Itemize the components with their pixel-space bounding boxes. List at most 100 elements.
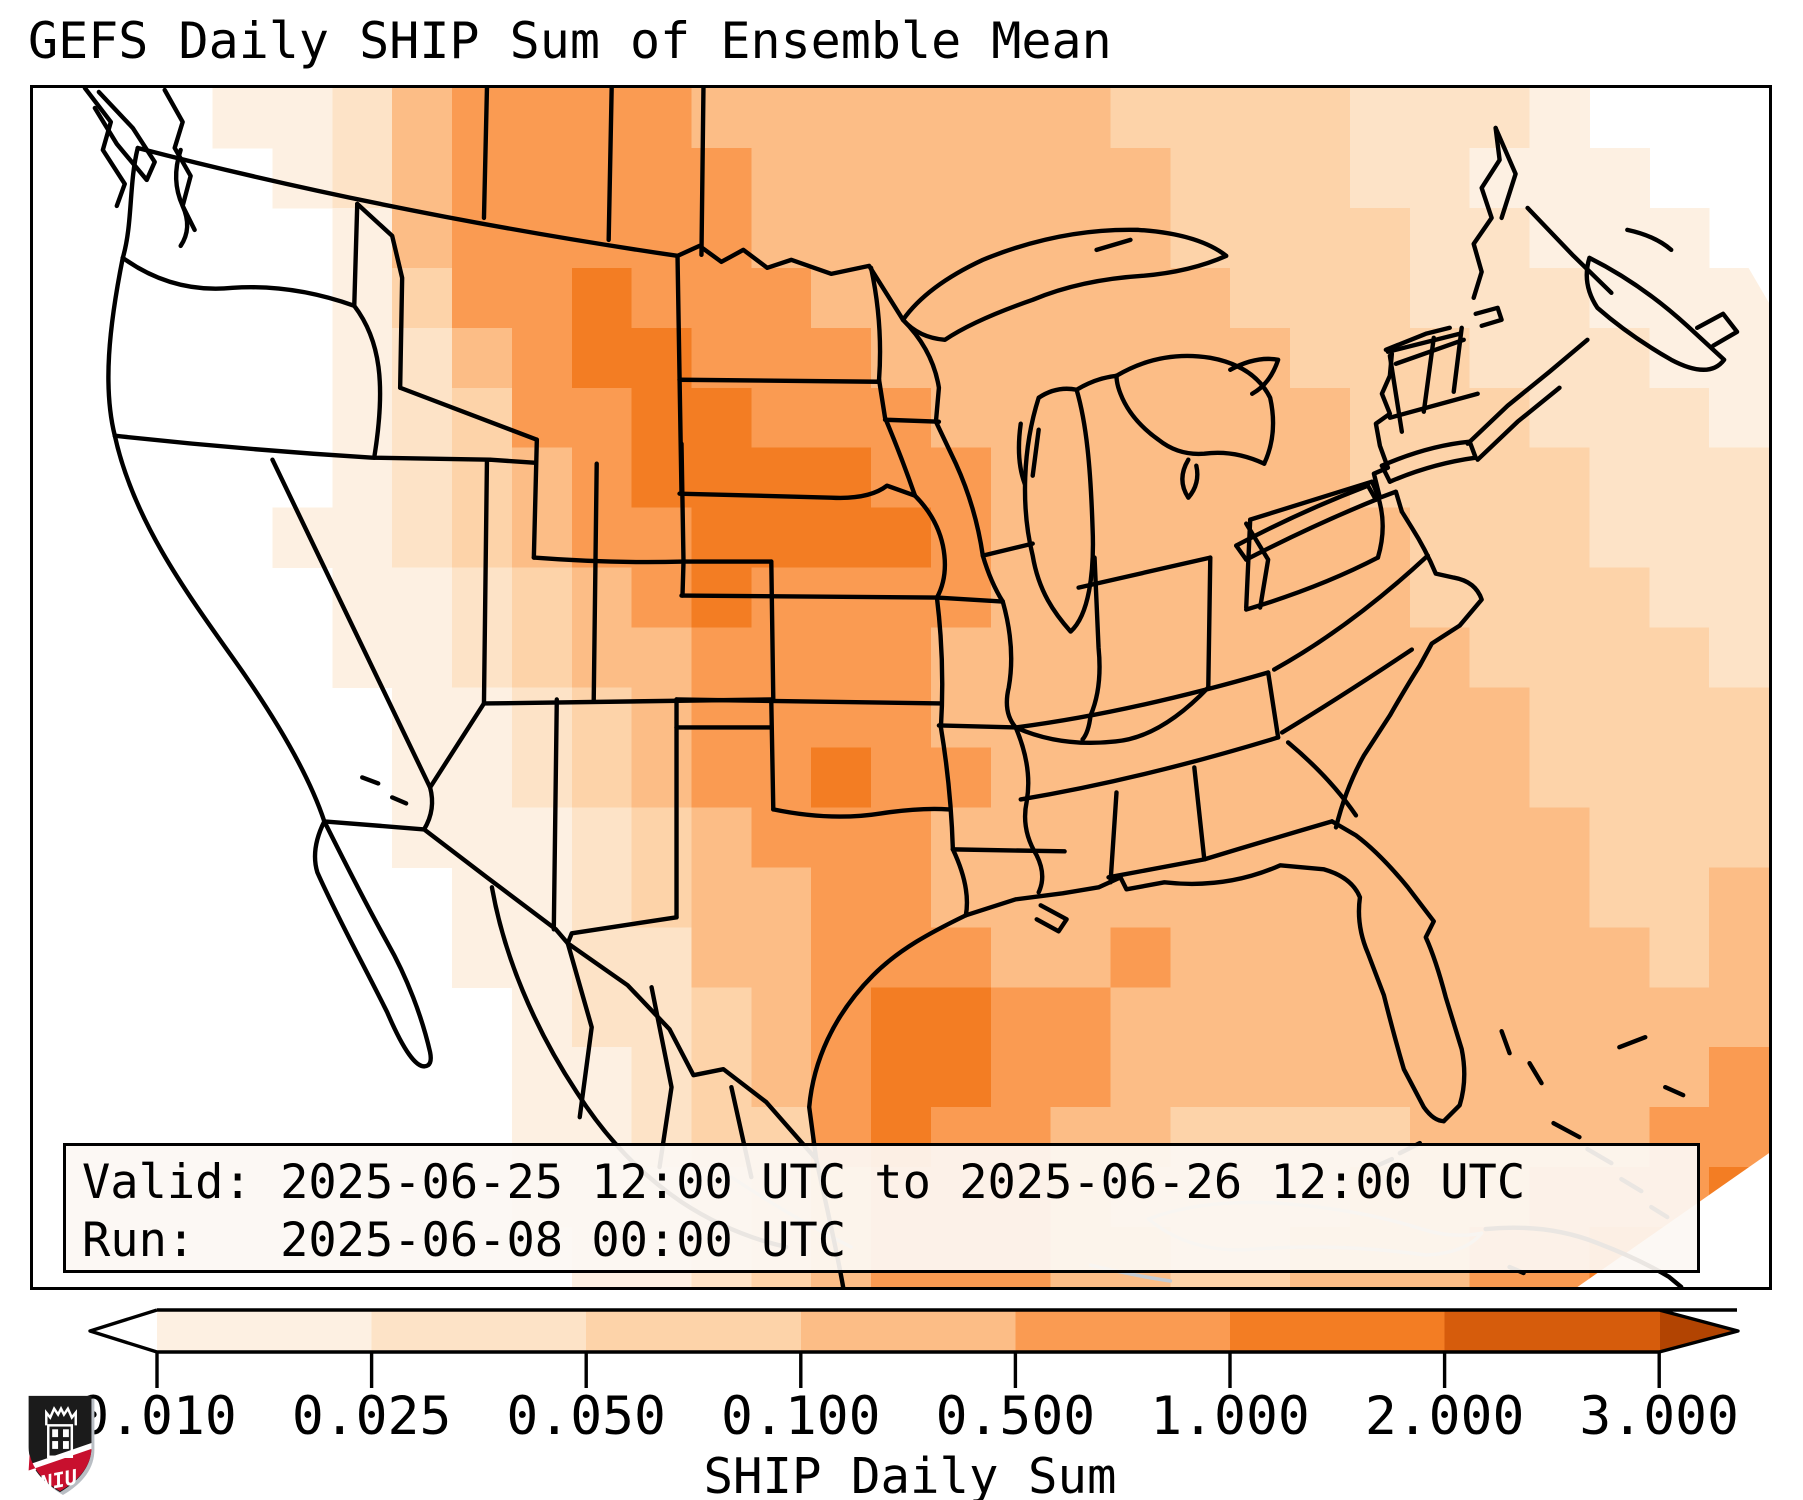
heatmap-cell <box>571 927 633 988</box>
heatmap-cell <box>1050 147 1112 209</box>
heatmap-cell <box>751 147 812 209</box>
heatmap-cell <box>1349 207 1411 269</box>
map-boundary-line <box>173 147 190 249</box>
map-boundary-line <box>934 595 1005 604</box>
heatmap-cell <box>1290 987 1351 1048</box>
heatmap-cell <box>1469 327 1531 389</box>
heatmap-cell <box>1349 88 1411 149</box>
map-boundary-line <box>1369 479 1385 560</box>
map-boundary-line <box>481 457 490 706</box>
heatmap-cell <box>811 687 872 749</box>
heatmap-cell <box>811 507 872 569</box>
map-boundary-line <box>135 145 906 323</box>
heatmap-cell <box>930 987 992 1048</box>
heatmap-cell <box>1589 687 1650 749</box>
heatmap-cell <box>1709 927 1769 988</box>
heatmap-cell <box>1230 88 1291 149</box>
heatmap-cell <box>1589 1047 1650 1108</box>
colorbar-segment <box>1015 1310 1231 1352</box>
map-boundary-line <box>360 775 381 786</box>
heatmap-cell <box>1290 147 1351 209</box>
map-boundary-line <box>112 433 327 824</box>
heatmap-cell <box>571 567 633 629</box>
heatmap-cell <box>1649 567 1710 629</box>
heatmap-cell <box>1050 747 1112 808</box>
heatmap-cell <box>571 88 633 149</box>
colorbar-over-arrow <box>1659 1310 1738 1352</box>
heatmap-cell <box>452 747 513 808</box>
heatmap-cell <box>930 88 992 149</box>
heatmap-cell <box>332 507 393 569</box>
map-boundary-line <box>1387 353 1405 434</box>
heatmap-cell <box>990 627 1052 689</box>
heatmap-cell <box>751 687 812 749</box>
map-boundary-line <box>1000 599 1018 730</box>
heatmap-cell <box>990 507 1052 569</box>
map-boundary-line <box>1471 125 1502 301</box>
domain-edge-wedge <box>1643 88 1769 303</box>
map-boundary-line <box>1108 790 1119 885</box>
heatmap-cell <box>691 807 752 868</box>
map-boundary-line <box>1094 237 1133 253</box>
colorbar-segment <box>1444 1310 1660 1352</box>
heatmap-cell <box>1170 1047 1231 1108</box>
heatmap-cell <box>1230 267 1291 329</box>
heatmap-cell <box>751 747 812 808</box>
colorbar-tick-label: 1.000 <box>1150 1386 1310 1447</box>
heatmap-cell <box>990 207 1052 269</box>
heatmap-cell <box>811 267 872 329</box>
heatmap-cell <box>990 327 1052 389</box>
heatmap-cell <box>871 1047 932 1108</box>
heatmap-cell <box>1709 1047 1769 1108</box>
heatmap-cell <box>1230 447 1291 509</box>
map-boundary-line <box>1379 439 1472 468</box>
heatmap-cell <box>511 687 573 749</box>
heatmap-cell <box>1050 267 1112 329</box>
heatmap-cell <box>1649 207 1710 269</box>
castle-window-icon <box>52 1441 59 1449</box>
map-boundary-line <box>565 941 819 1162</box>
map-boundary-line <box>1525 205 1614 296</box>
heatmap-cell <box>1469 1047 1531 1108</box>
heatmap-cell <box>1290 88 1351 149</box>
heatmap-cell <box>1709 507 1769 569</box>
heatmap-cell <box>1170 267 1231 329</box>
map-boundary-line <box>1465 337 1590 446</box>
heatmap-cell <box>1290 807 1351 868</box>
map-boundary-line <box>950 847 970 918</box>
map-boundary-line <box>882 417 942 424</box>
colorbar-outline <box>88 1308 1740 1354</box>
heatmap-cell <box>751 267 812 329</box>
heatmap-cell <box>1529 88 1591 149</box>
map-boundary-line <box>1551 1120 1582 1140</box>
heatmap-cell <box>811 327 872 389</box>
heatmap-cell <box>1290 927 1351 988</box>
heatmap-cell <box>511 567 573 629</box>
heatmap-cell <box>631 207 693 269</box>
map-boundary-line <box>1387 455 1478 484</box>
heatmap-cell <box>871 747 932 808</box>
heatmap-cell <box>1649 987 1710 1048</box>
heatmap-cell <box>1230 867 1291 928</box>
heatmap-cell <box>1709 387 1769 449</box>
heatmap-cell <box>1409 687 1471 749</box>
heatmap-cell <box>1649 387 1710 449</box>
map-boundary-line <box>1265 670 1281 740</box>
heatmap-cell <box>1230 207 1291 269</box>
map-boundary-line <box>112 433 493 462</box>
map-boundary-line <box>1499 1029 1512 1056</box>
valid-text: Valid: 2025-06-25 12:00 UTC to 2025-06-2… <box>82 1155 1526 1210</box>
heatmap-cell <box>871 867 932 928</box>
heatmap-cell <box>332 567 393 629</box>
heatmap-cell <box>691 1047 752 1108</box>
heatmap-cell <box>1649 447 1710 509</box>
heatmap-cell <box>811 867 872 928</box>
colorbar-segment <box>157 1310 373 1352</box>
heatmap-cell <box>1230 1047 1291 1108</box>
heatmap-cell <box>811 147 872 209</box>
heatmap-cell <box>332 627 393 689</box>
map-boundary-line <box>352 201 360 309</box>
heatmap-cell <box>1589 927 1650 988</box>
heatmap-cell <box>1050 507 1112 569</box>
